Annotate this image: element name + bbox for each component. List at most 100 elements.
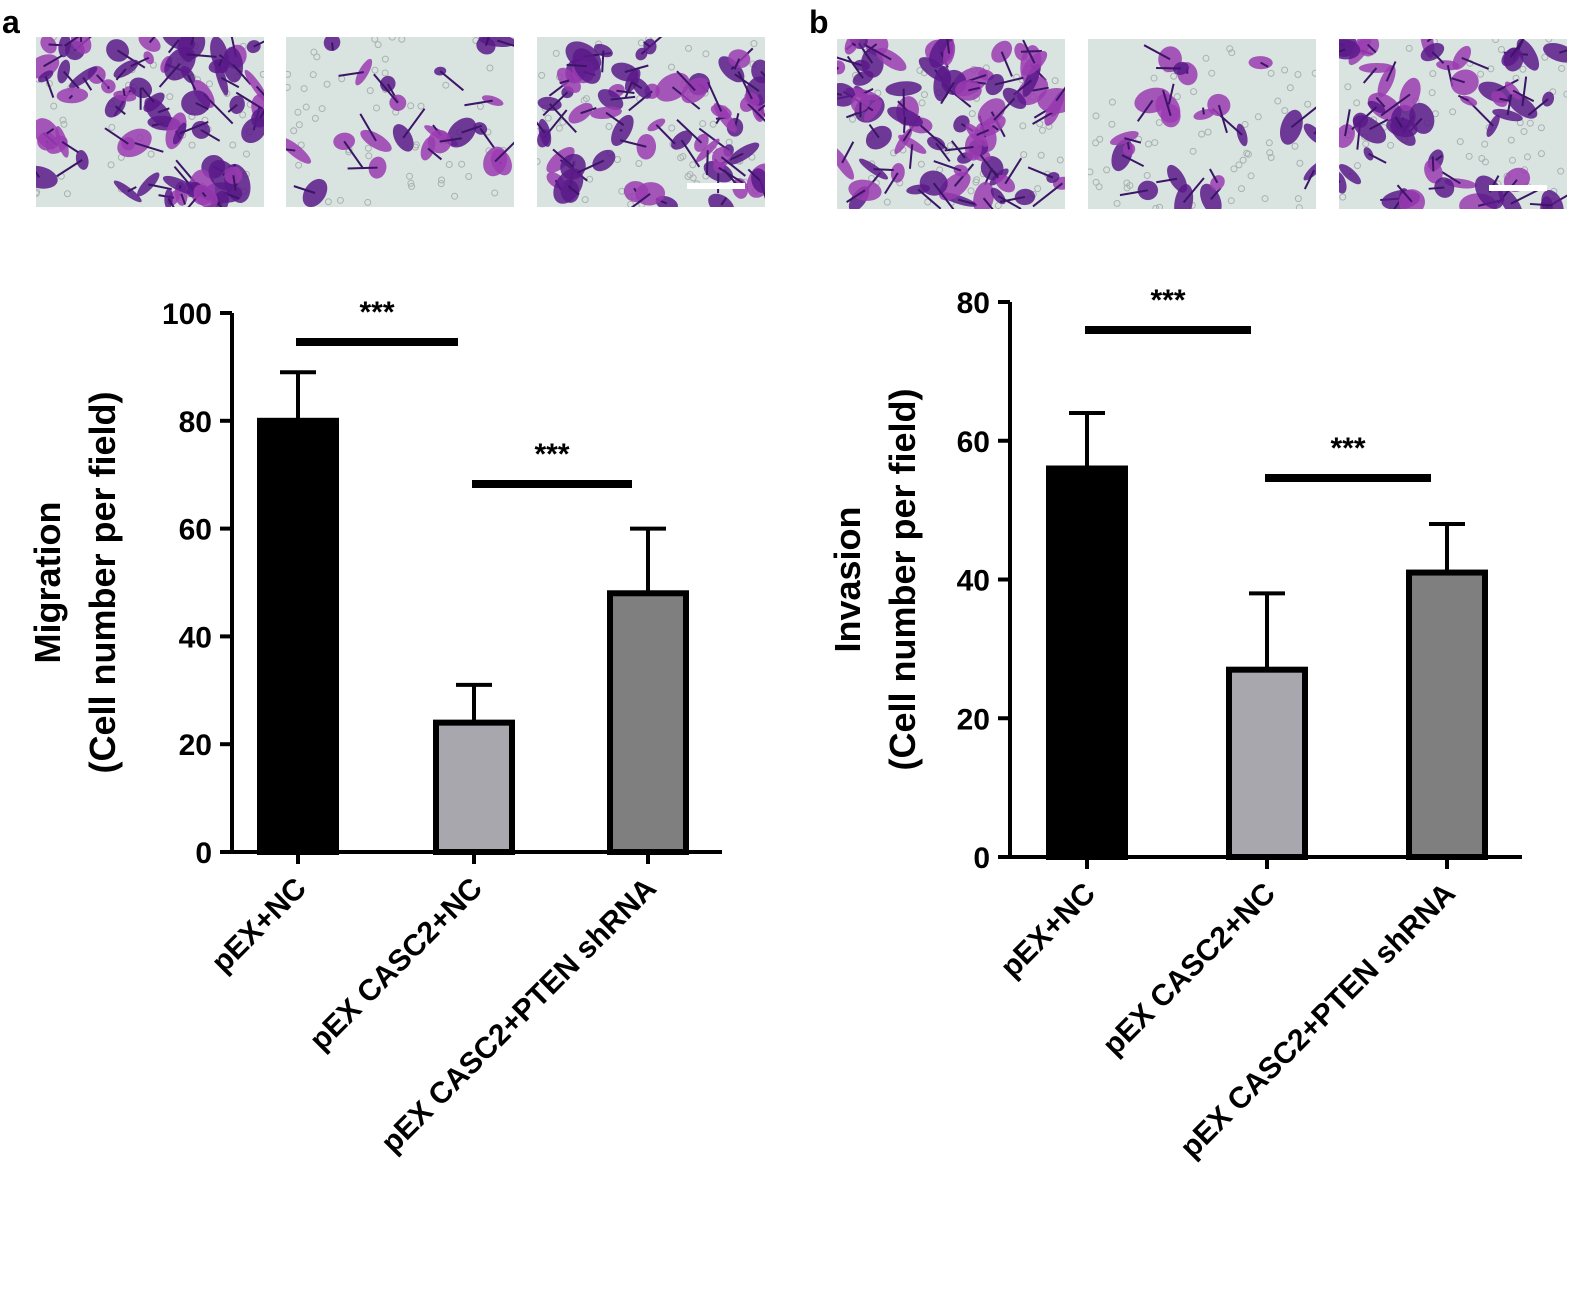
y-tick-label: 40: [957, 565, 990, 598]
cell-process: [624, 64, 649, 74]
pore: [552, 49, 560, 57]
cell-process: [439, 137, 462, 143]
cell-process: [464, 99, 493, 107]
pore: [366, 87, 374, 95]
cell-process: [220, 76, 240, 89]
cell-process: [43, 54, 63, 68]
pore: [1190, 88, 1198, 96]
cell-process: [933, 160, 962, 172]
pore: [1237, 185, 1245, 193]
pore: [1204, 128, 1212, 136]
cell-process: [195, 102, 209, 111]
pore: [555, 124, 563, 132]
pore: [668, 124, 676, 132]
pore: [295, 161, 303, 169]
pore: [1051, 77, 1059, 85]
pore: [1103, 166, 1111, 174]
cell-process: [1366, 43, 1377, 54]
pore: [107, 161, 115, 169]
cell: [1014, 188, 1036, 206]
pore: [1267, 153, 1275, 161]
cell: [953, 115, 970, 133]
cell-process: [720, 156, 746, 177]
cell-process: [993, 97, 1016, 121]
cell-process: [1156, 177, 1178, 184]
pore: [374, 41, 382, 49]
pore: [1281, 66, 1289, 74]
pore: [1304, 100, 1312, 108]
y-axis-label: (Cell number per field): [882, 388, 923, 770]
cell-process: [1369, 118, 1389, 131]
significance-label: ***: [534, 438, 569, 471]
pore: [972, 178, 980, 186]
cell-process: [331, 42, 334, 51]
pore: [313, 53, 321, 61]
cell-process: [82, 76, 93, 91]
pore: [1344, 83, 1352, 91]
bar: [1226, 666, 1308, 860]
cell-process: [1143, 44, 1171, 61]
pore: [1523, 153, 1531, 161]
cell: [323, 37, 341, 52]
bar: [1406, 569, 1488, 860]
cell-process: [616, 89, 635, 94]
pore: [1108, 120, 1116, 128]
cell-process: [935, 142, 951, 162]
cell-process: [338, 71, 364, 77]
panel-label: a: [2, 4, 20, 40]
pore: [605, 123, 613, 131]
cell-process: [1162, 89, 1172, 117]
cell-process: [733, 58, 741, 70]
pore: [438, 176, 446, 184]
cell: [844, 39, 860, 55]
pore: [1230, 165, 1238, 173]
cell-process: [293, 185, 316, 194]
pore: [1291, 142, 1299, 150]
pore: [1519, 65, 1527, 73]
pore: [1449, 108, 1457, 116]
pore: [1428, 89, 1436, 97]
cell-process: [1032, 111, 1054, 125]
micrograph: [36, 37, 264, 207]
pore: [300, 85, 308, 93]
cell-process: [846, 189, 866, 203]
cell-process: [122, 88, 126, 97]
pore: [1038, 126, 1046, 134]
cell-process: [1339, 48, 1346, 53]
cell-process: [997, 195, 1022, 209]
micrograph-content: [1339, 39, 1567, 209]
cell-process: [610, 95, 636, 101]
pore: [1286, 84, 1294, 92]
cell-process: [720, 196, 728, 206]
y-tick-label: 20: [179, 729, 212, 762]
cell-process: [944, 145, 974, 152]
y-axis-label: Migration: [27, 502, 68, 664]
micrograph: [537, 37, 765, 207]
pore: [1465, 152, 1473, 160]
cell: [1450, 69, 1479, 96]
cell-process: [1055, 86, 1065, 102]
cell-process: [1339, 179, 1341, 184]
cell-process: [566, 63, 587, 68]
pore: [242, 150, 250, 158]
cell-process: [643, 41, 651, 48]
pore: [1126, 181, 1134, 189]
cell: [1486, 114, 1500, 137]
pore: [108, 123, 116, 131]
pore: [994, 202, 1002, 209]
cell-process: [44, 76, 55, 98]
cell-process: [537, 121, 546, 134]
pore: [1037, 151, 1045, 159]
cell-process: [1426, 39, 1432, 43]
micrograph-content: [286, 37, 514, 207]
y-tick-label: 100: [162, 298, 212, 331]
pore: [1497, 46, 1505, 54]
pore: [537, 158, 541, 166]
cell-process: [186, 53, 217, 58]
cell-process: [917, 188, 942, 209]
cell-process: [141, 86, 155, 103]
cell: [380, 75, 396, 92]
pore: [684, 173, 692, 181]
cell-process: [580, 106, 597, 115]
cell-process: [747, 168, 761, 182]
